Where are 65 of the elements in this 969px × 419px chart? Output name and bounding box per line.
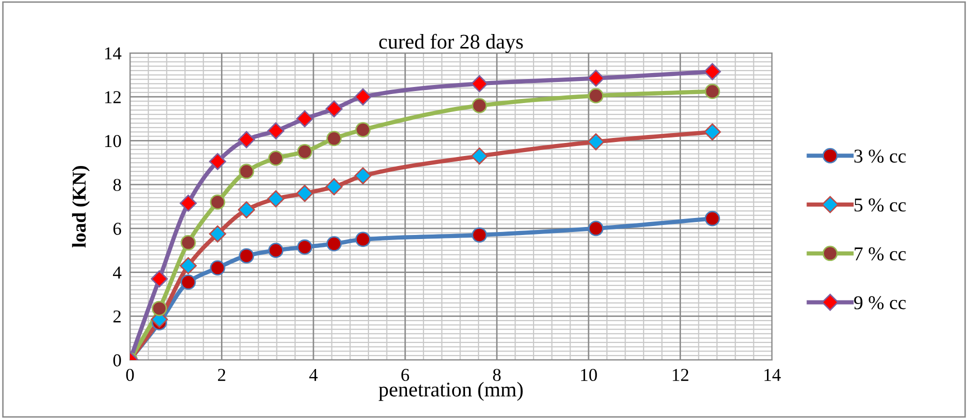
point <box>326 178 343 196</box>
point <box>180 235 196 250</box>
point <box>210 194 226 210</box>
y-tick-label: 14 <box>105 47 122 60</box>
point <box>268 242 284 258</box>
point <box>210 260 226 276</box>
point <box>180 194 197 212</box>
point <box>355 122 371 138</box>
x-tick-label: 12 <box>672 368 688 381</box>
y-tick-label: 0 <box>113 354 121 366</box>
legend-label: 3 % cc <box>854 150 906 163</box>
point <box>209 152 226 170</box>
x-tick-label: 14 <box>764 368 781 381</box>
point <box>588 88 604 104</box>
point <box>209 225 226 242</box>
x-tick-label: 8 <box>493 368 501 382</box>
point <box>238 248 254 264</box>
point <box>470 148 488 165</box>
point <box>238 164 254 180</box>
point <box>355 232 371 248</box>
point <box>354 167 372 184</box>
point <box>297 144 312 160</box>
legend-label: 9 % cc <box>854 296 906 310</box>
x-tick-label: 10 <box>581 368 597 382</box>
legend-label: 7 % cc <box>854 247 906 260</box>
point <box>296 184 314 202</box>
point <box>180 257 197 274</box>
point <box>587 70 604 87</box>
point <box>704 84 720 100</box>
point <box>326 100 343 118</box>
point <box>704 63 721 80</box>
x-tick-label: 4 <box>309 368 318 381</box>
y-tick-label: 4 <box>112 266 122 279</box>
point <box>297 239 312 255</box>
point <box>268 150 284 166</box>
point <box>472 98 488 114</box>
point <box>354 88 372 106</box>
point <box>470 75 488 92</box>
point <box>588 220 604 236</box>
point <box>326 130 342 146</box>
x-tick-label: 2 <box>218 368 226 381</box>
y-tick-label: 10 <box>105 134 121 148</box>
point <box>238 201 256 218</box>
point <box>238 131 256 148</box>
chart-title: cured for 28 days <box>379 34 523 53</box>
y-tick-label: 8 <box>113 178 121 192</box>
x-tick-label: 6 <box>401 368 410 382</box>
point <box>180 274 196 290</box>
point <box>587 133 604 150</box>
point <box>267 190 284 208</box>
point <box>704 123 721 140</box>
x-tick-label: 0 <box>126 368 134 382</box>
y-tick-label: 6 <box>113 222 122 235</box>
legend-label: 5 % cc <box>854 198 906 212</box>
y-tick-label: 12 <box>105 91 121 104</box>
point <box>150 270 168 288</box>
point <box>296 110 314 128</box>
point <box>704 210 720 226</box>
point <box>152 300 167 316</box>
point <box>472 227 488 243</box>
x-axis-title: penetration (mm) <box>378 382 523 401</box>
y-tick-label: 2 <box>113 310 121 322</box>
point <box>267 122 284 140</box>
y-axis-title: load (KN) <box>72 166 90 248</box>
point <box>326 236 342 252</box>
